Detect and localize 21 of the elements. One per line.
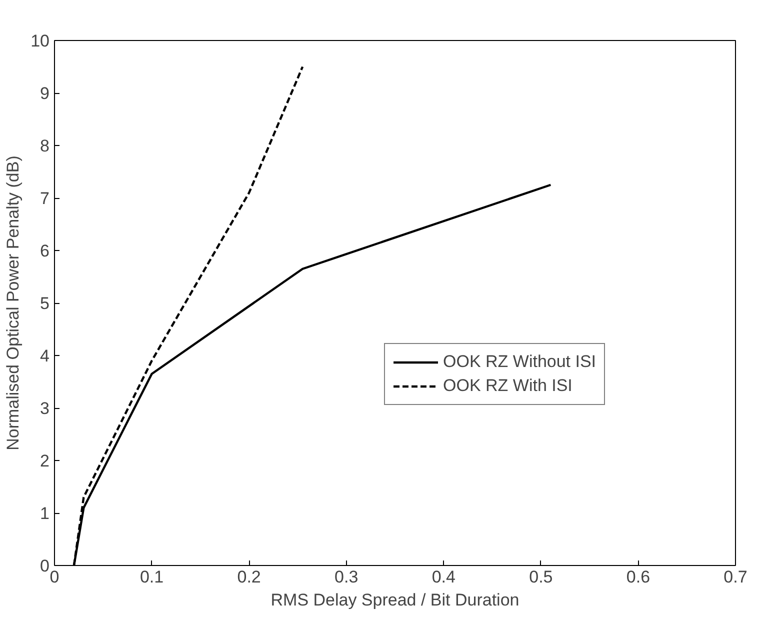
y-tick-label: 7: [40, 189, 50, 208]
x-axis-title: RMS Delay Spread / Bit Duration: [270, 590, 520, 610]
y-tick-label: 10: [30, 32, 50, 50]
legend-label: OOK RZ With ISI: [443, 376, 572, 396]
y-tick-label: 8: [40, 136, 50, 156]
x-tick-label: 0.5: [529, 568, 553, 586]
x-tick-label: 0.7: [724, 568, 748, 586]
x-tick-label: 0.1: [140, 568, 164, 586]
x-tick-label: 0.3: [334, 568, 358, 586]
y-tick-label: 6: [40, 242, 50, 260]
x-tick-label: 0.4: [432, 568, 456, 586]
x-tick-label: 0.6: [626, 568, 650, 586]
y-tick-label: 3: [40, 399, 50, 418]
x-tick-label: 0.2: [237, 568, 261, 586]
y-tick-label: 5: [40, 294, 50, 313]
y-tick-label: 9: [40, 84, 50, 103]
y-tick-label: 4: [40, 346, 50, 366]
legend-label: OOK RZ Without ISI: [443, 352, 596, 372]
y-axis-title: Normalised Optical Power Penalty (dB): [4, 156, 23, 450]
y-tick-label: 2: [40, 452, 50, 470]
y-tick-label: 1: [40, 504, 50, 523]
